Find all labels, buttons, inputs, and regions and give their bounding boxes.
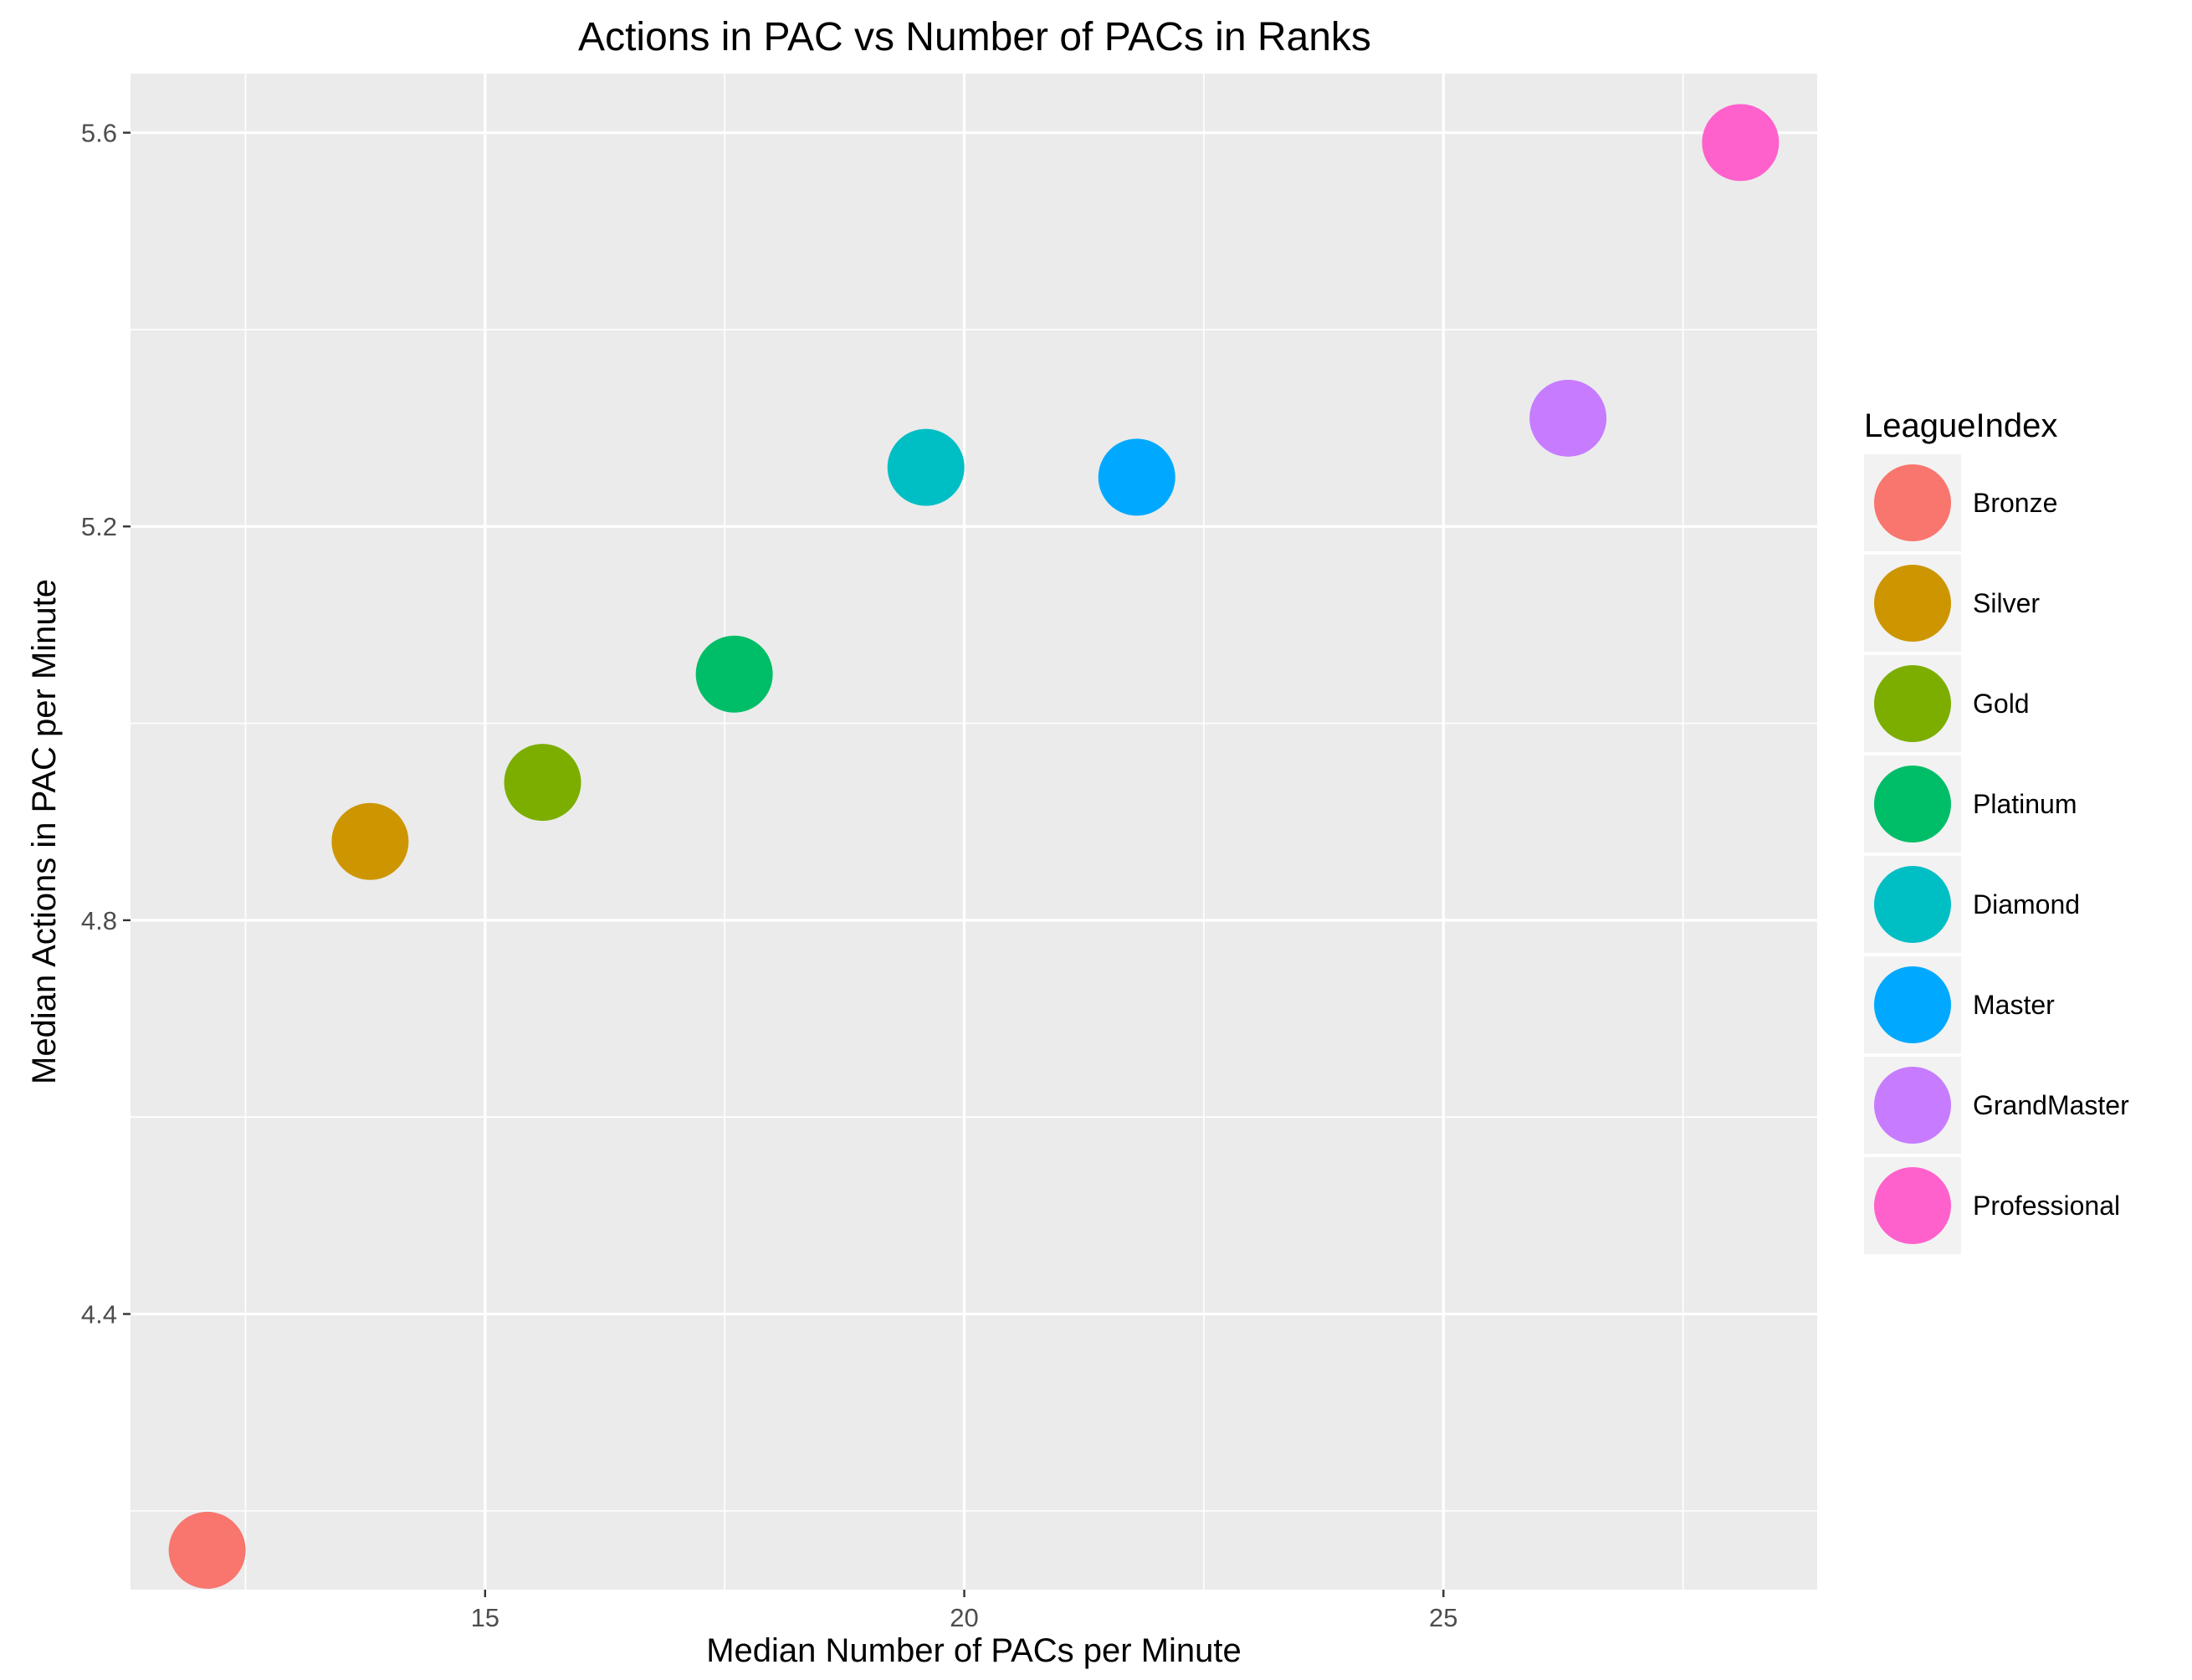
x-axis-title: Median Number of PACs per Minute — [706, 1632, 1242, 1669]
legend-title: LeagueIndex — [1864, 407, 2057, 444]
y-tick-label: 5.2 — [81, 512, 117, 541]
point-platinum — [695, 635, 773, 713]
legend-label-gold: Gold — [1973, 689, 2030, 719]
point-master — [1098, 438, 1175, 516]
point-silver — [331, 802, 409, 880]
legend-items: Bronze Silver Gold Platinum Diamond Master Gra… — [1864, 454, 2129, 1254]
legend-swatch-bronze — [1874, 464, 1951, 541]
x-tick-label: 20 — [950, 1603, 978, 1632]
data-points — [168, 104, 1780, 1589]
y-tick-label: 5.6 — [81, 119, 117, 148]
legend-label-master: Master — [1973, 990, 2055, 1020]
chart-title: Actions in PAC vs Number of PACs in Rank… — [578, 15, 1371, 59]
legend-swatch-silver — [1874, 565, 1951, 642]
point-bronze — [168, 1511, 246, 1589]
x-tick-label: 15 — [471, 1603, 499, 1632]
y-tick-label: 4.4 — [81, 1300, 117, 1329]
point-diamond — [887, 428, 965, 506]
legend-swatch-master — [1874, 966, 1951, 1043]
legend-label-grandmaster: GrandMaster — [1973, 1090, 2129, 1120]
point-professional — [1702, 104, 1780, 182]
legend-label-diamond: Diamond — [1973, 889, 2080, 919]
minor-gridlines — [131, 74, 1817, 1590]
legend-label-platinum: Platinum — [1973, 789, 2077, 819]
legend-swatch-grandmaster — [1874, 1067, 1951, 1144]
y-axis-title: Median Actions in PAC per Minute — [26, 579, 63, 1084]
point-grandmaster — [1529, 379, 1607, 457]
y-tick-label: 4.8 — [81, 906, 117, 935]
plot-panel — [131, 74, 1817, 1590]
major-gridlines — [131, 74, 1817, 1590]
y-axis-ticks: 4.4 4.8 5.2 5.6 — [81, 119, 131, 1329]
legend-swatch-platinum — [1874, 766, 1951, 843]
legend-swatch-diamond — [1874, 866, 1951, 943]
legend-label-professional: Professional — [1973, 1191, 2120, 1221]
legend-swatch-professional — [1874, 1167, 1951, 1244]
legend: LeagueIndex Bronze Silver Gold Platinum Diam… — [1864, 407, 2129, 1254]
point-gold — [504, 744, 581, 822]
x-tick-label: 25 — [1429, 1603, 1457, 1632]
legend-label-silver: Silver — [1973, 588, 2040, 618]
x-axis-ticks: 15 20 25 — [471, 1590, 1458, 1632]
legend-swatch-gold — [1874, 665, 1951, 742]
legend-label-bronze: Bronze — [1973, 488, 2057, 518]
